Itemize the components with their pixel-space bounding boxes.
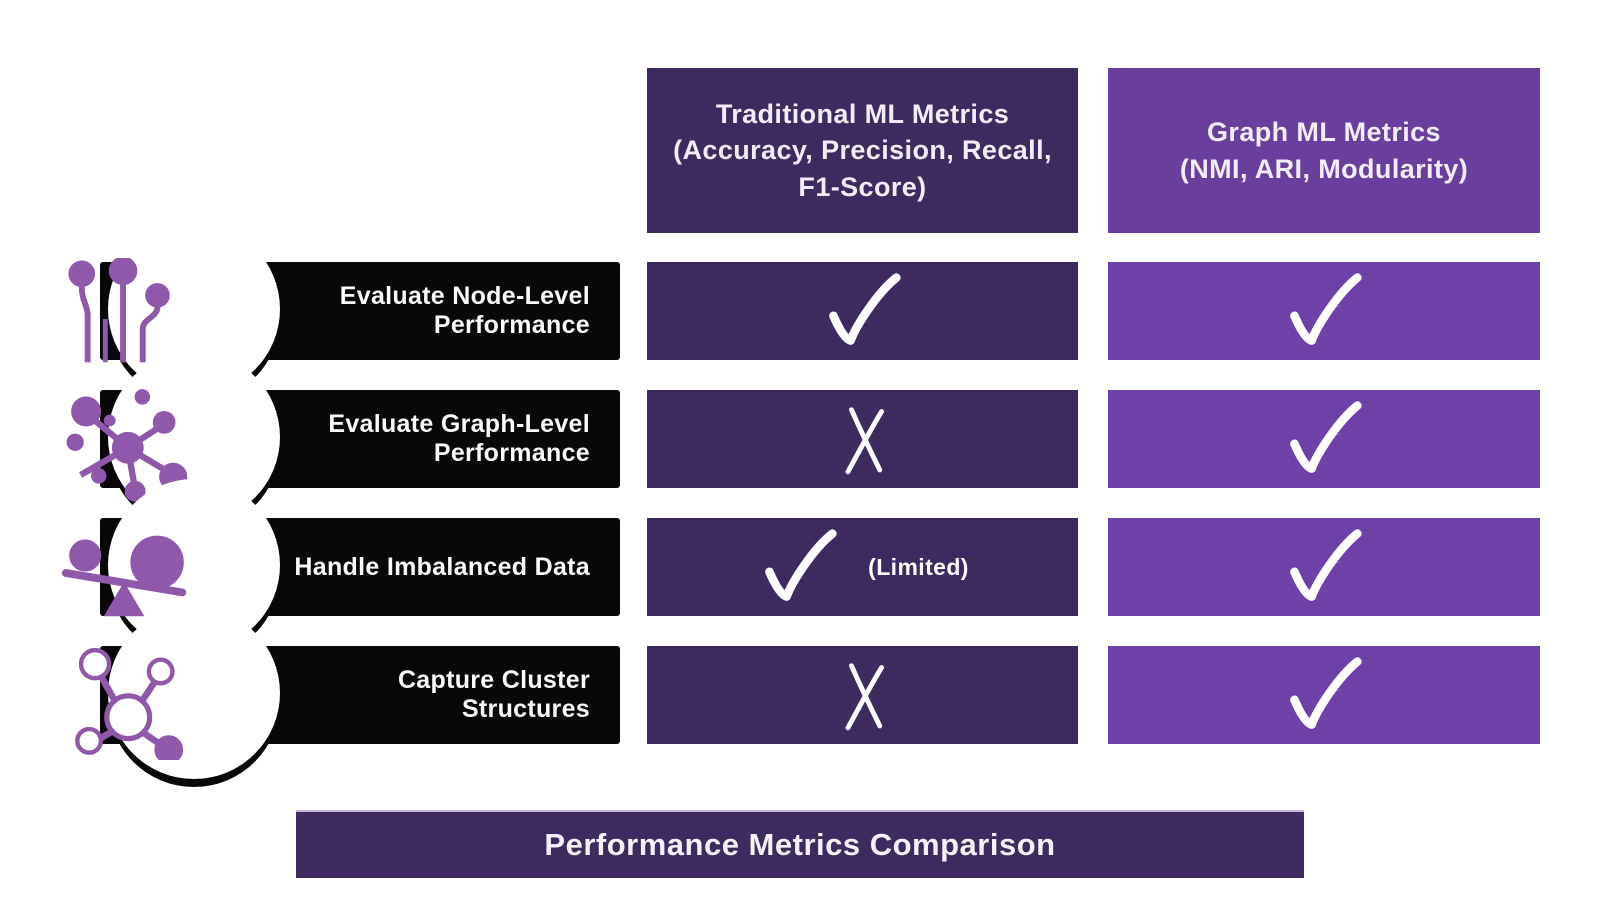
check-icon [765,529,837,601]
row-label: Handle Imbalanced Data [294,552,590,581]
imbalanced-scale-icon [58,514,194,632]
cell-cluster-graph [1108,646,1540,744]
cell-node-level-graph [1108,262,1540,360]
notch-circle [108,607,280,779]
cell-cluster-traditional [647,646,1078,744]
cell-graph-level-traditional [647,390,1078,488]
row-label-cluster-structures: Capture Cluster Structures [75,607,620,787]
cross-icon [845,663,884,731]
column-subtitle: (NMI, ARI, Modularity) [1179,153,1469,184]
row-label: Evaluate Node-Level Performance [339,282,590,339]
cross-icon [845,407,884,475]
check-icon [1290,273,1362,345]
row-label-graph-level: Evaluate Graph-Level Performance [66,351,620,531]
cell-graph-level-graph [1108,390,1540,488]
cell-imbalanced-traditional: (Limited) [647,518,1078,616]
cell-node-level-traditional [647,262,1078,360]
check-icon [1290,401,1362,473]
check-icon [1290,657,1362,729]
row-label-node-level: Evaluate Node-Level Performance [68,223,620,403]
cell-note: (Limited) [868,553,969,580]
check-icon [828,273,901,345]
row-label: Evaluate Graph-Level Performance [328,410,590,467]
check-icon [1290,529,1362,601]
page-title: Performance Metrics Comparison [296,810,1304,878]
column-subtitle: (Accuracy, Precision, Recall, F1-Score) [673,135,1052,202]
row-label: Capture Cluster Structures [397,666,590,723]
cell-imbalanced-graph [1108,518,1540,616]
column-title: Graph ML Metrics [1207,117,1441,148]
column-header-graph-ml: Graph ML Metrics (NMI, ARI, Modularity) [1108,68,1540,233]
node-pins-icon [58,256,194,376]
column-header-traditional-ml: Traditional ML Metrics (Accuracy, Precis… [647,68,1078,233]
row-label-imbalanced-data: Handle Imbalanced Data [61,479,620,659]
column-title: Traditional ML Metrics [715,98,1010,129]
cluster-icon [58,642,194,765]
